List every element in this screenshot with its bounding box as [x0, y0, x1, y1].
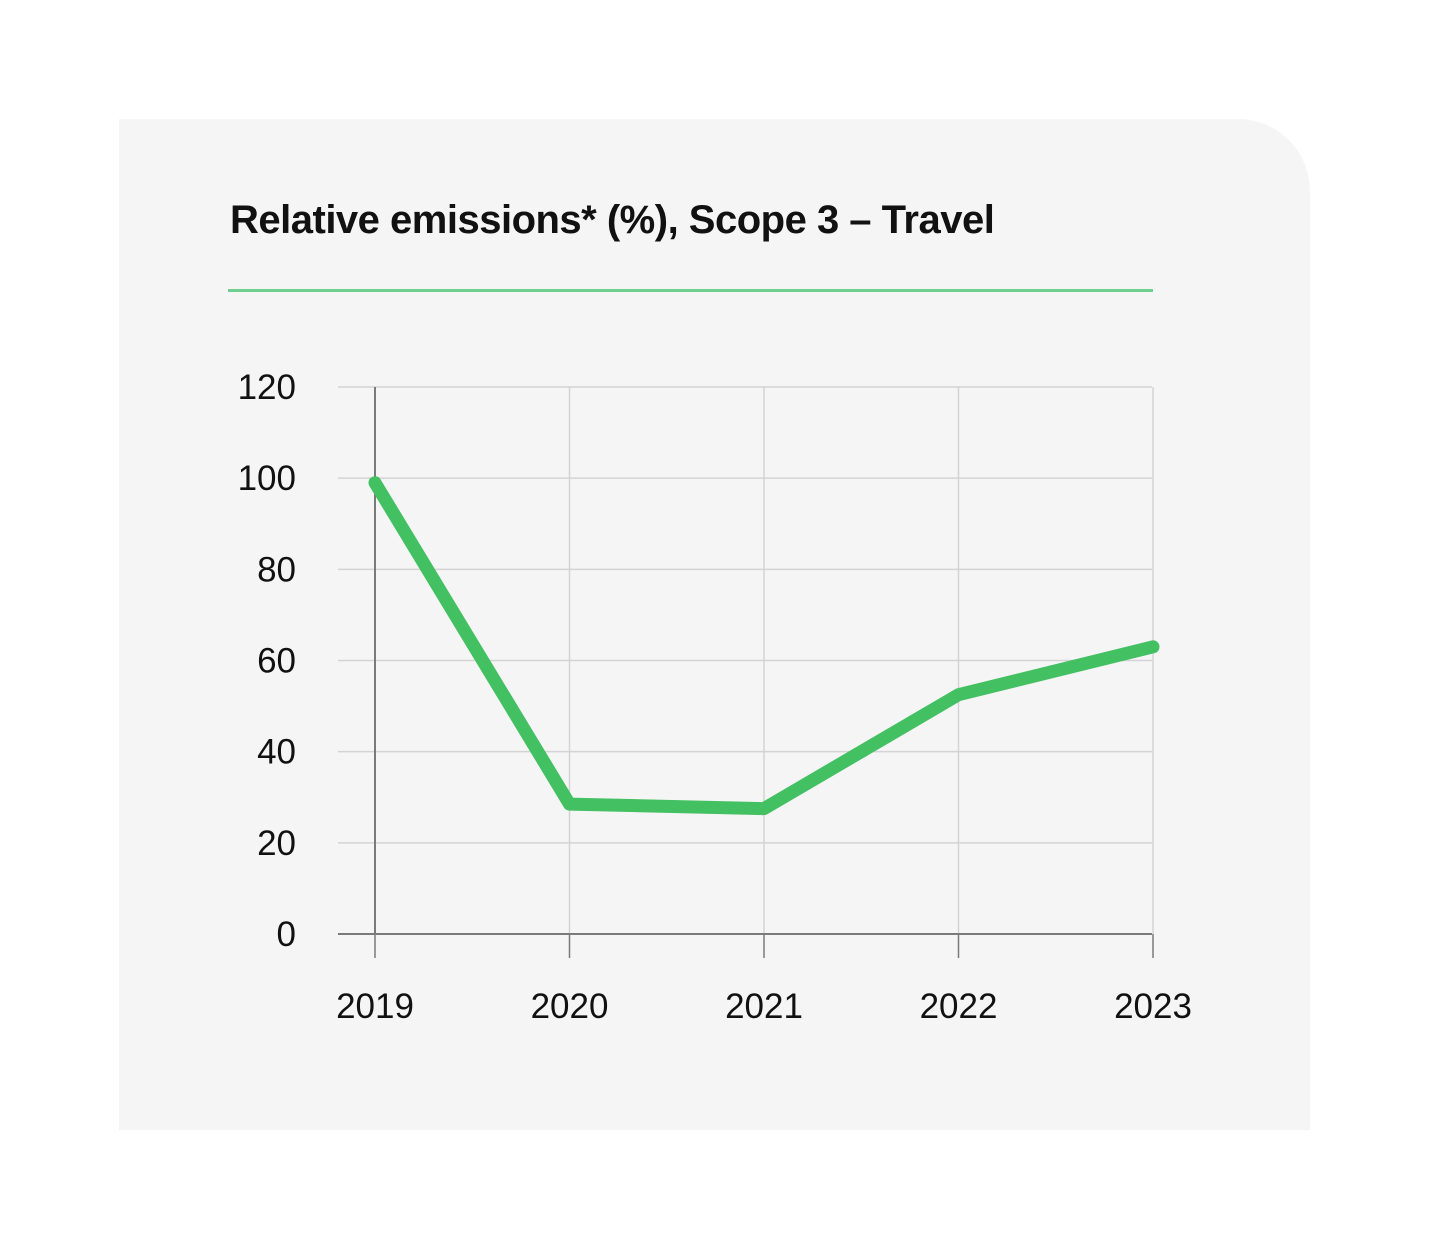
y-tick-labels: 0 20 40 60 80 100 120 — [238, 368, 296, 954]
y-tick-label: 80 — [257, 550, 296, 589]
chart-title: Relative emissions* (%), Scope 3 – Trave… — [230, 198, 995, 242]
grid — [338, 386, 1154, 934]
title-divider — [228, 289, 1153, 292]
x-tick-labels: 2019 2020 2021 2022 2023 — [336, 987, 1192, 1026]
series — [368, 476, 1160, 816]
y-tick-label: 60 — [257, 642, 296, 681]
y-tick-label: 20 — [257, 824, 296, 863]
x-tick-label: 2023 — [1114, 987, 1192, 1026]
y-tick-label: 0 — [277, 915, 296, 954]
x-tick-label: 2019 — [336, 987, 414, 1026]
x-tick-label: 2020 — [531, 987, 609, 1026]
chart-card — [119, 119, 1310, 1130]
y-tick-label: 100 — [238, 459, 296, 498]
y-tick-label: 120 — [238, 368, 296, 407]
x-tick-label: 2021 — [725, 987, 803, 1026]
x-tick-label: 2022 — [920, 987, 998, 1026]
y-tick-label: 40 — [257, 733, 296, 772]
